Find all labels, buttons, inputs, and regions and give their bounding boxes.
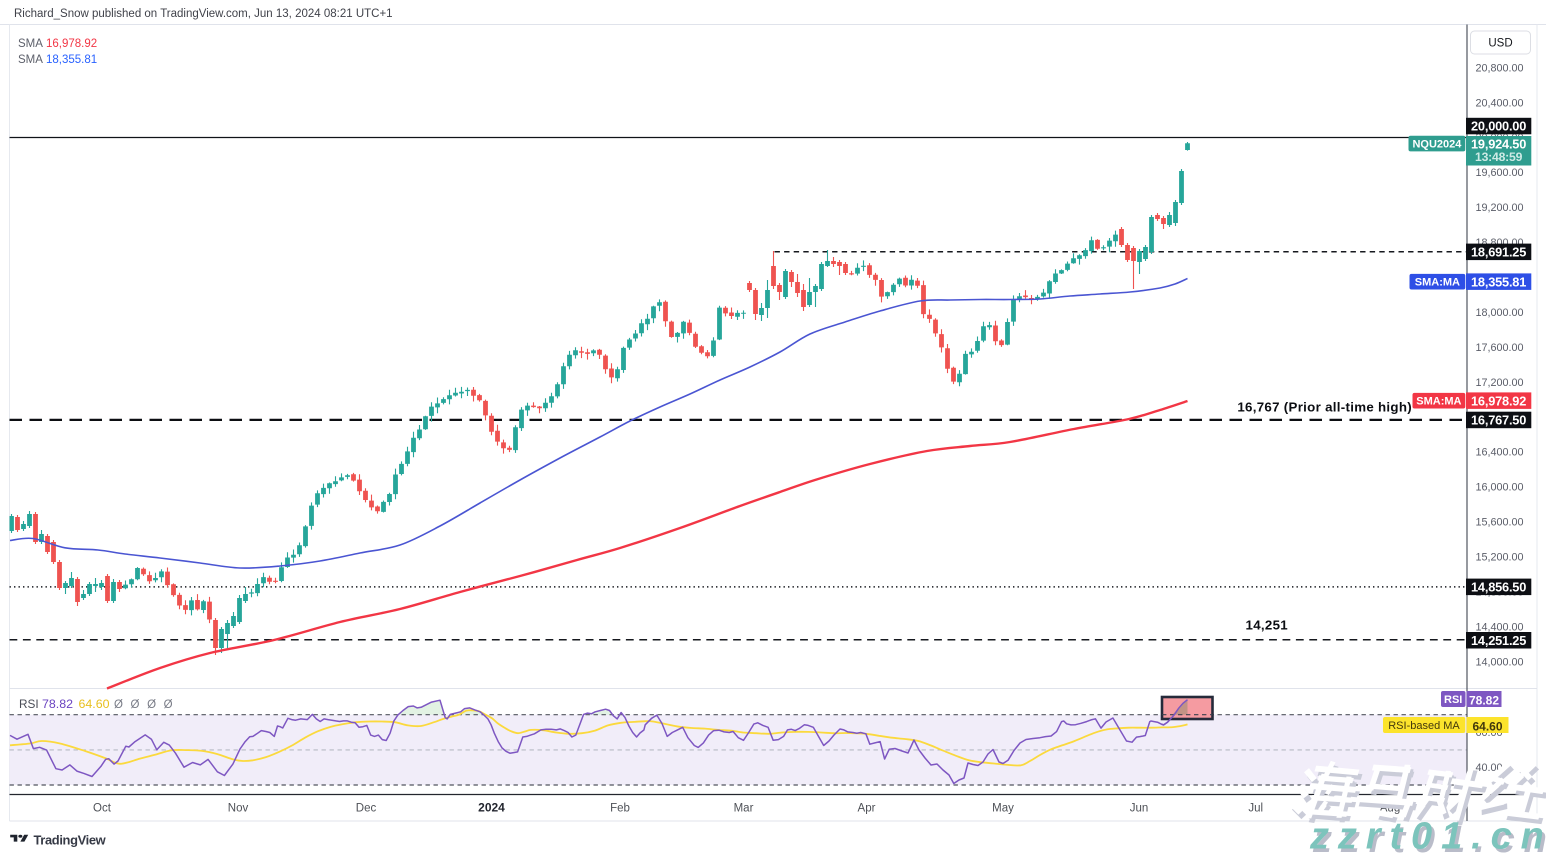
svg-text:20,000.00: 20,000.00 xyxy=(1471,119,1526,134)
svg-text:15,200.00: 15,200.00 xyxy=(1476,552,1524,564)
svg-text:18,691.25: 18,691.25 xyxy=(1471,245,1526,260)
svg-text:zzrt01.cn: zzrt01.cn xyxy=(1312,819,1546,857)
svg-text:RSI: RSI xyxy=(19,697,39,711)
svg-text:Feb: Feb xyxy=(610,803,630,815)
svg-text:19,924.50: 19,924.50 xyxy=(1471,136,1526,151)
svg-text:SMA:MA: SMA:MA xyxy=(1415,277,1460,289)
svg-text:14,251.25: 14,251.25 xyxy=(1471,633,1526,648)
svg-text:78.82: 78.82 xyxy=(42,697,73,711)
svg-text:14,400.00: 14,400.00 xyxy=(1476,622,1524,634)
svg-text:18,000.00: 18,000.00 xyxy=(1476,307,1524,319)
svg-text:USD: USD xyxy=(1488,38,1512,50)
svg-text:2024: 2024 xyxy=(478,801,505,815)
svg-text:zzrt01.cn: zzrt01.cn xyxy=(1309,816,1546,857)
svg-text:Nov: Nov xyxy=(228,803,249,815)
svg-text:Richard_Snow published on Trad: Richard_Snow published on TradingView.co… xyxy=(14,8,393,20)
svg-text:Ø Ø Ø Ø: Ø Ø Ø Ø xyxy=(114,699,175,711)
svg-text:May: May xyxy=(992,803,1014,815)
svg-text:RSI: RSI xyxy=(1444,694,1462,706)
svg-text:Jun: Jun xyxy=(1130,803,1149,815)
svg-text:SMA: SMA xyxy=(18,54,43,66)
svg-text:Oct: Oct xyxy=(93,803,112,815)
svg-text:Mar: Mar xyxy=(734,803,754,815)
svg-text:SMA:MA: SMA:MA xyxy=(1416,396,1461,408)
svg-text:17,600.00: 17,600.00 xyxy=(1476,342,1524,354)
svg-text:15,600.00: 15,600.00 xyxy=(1476,517,1524,529)
svg-text:16,978.92: 16,978.92 xyxy=(1471,393,1526,408)
svg-text:16,767.50: 16,767.50 xyxy=(1471,413,1526,428)
svg-text:14,856.50: 14,856.50 xyxy=(1471,580,1526,595)
svg-text:16,767 (Prior all-time high): 16,767 (Prior all-time high) xyxy=(1237,400,1412,415)
svg-text:16,000.00: 16,000.00 xyxy=(1476,482,1524,494)
svg-text:18,355.81: 18,355.81 xyxy=(46,54,97,66)
svg-text:Jul: Jul xyxy=(1248,803,1263,815)
svg-text:19,600.00: 19,600.00 xyxy=(1476,167,1524,179)
svg-text:13:48:59: 13:48:59 xyxy=(1475,150,1523,164)
svg-text:SMA: SMA xyxy=(18,38,43,50)
svg-text:40.00: 40.00 xyxy=(1476,762,1503,774)
svg-text:NQU2024: NQU2024 xyxy=(1412,139,1462,151)
svg-text:20,400.00: 20,400.00 xyxy=(1476,97,1524,109)
svg-text:Dec: Dec xyxy=(356,803,377,815)
svg-text:16,400.00: 16,400.00 xyxy=(1476,447,1524,459)
svg-text:18,355.81: 18,355.81 xyxy=(1471,274,1526,289)
svg-text:64.60: 64.60 xyxy=(1472,720,1502,734)
svg-text:20,800.00: 20,800.00 xyxy=(1476,62,1524,74)
svg-text:14,000.00: 14,000.00 xyxy=(1476,656,1524,668)
svg-text:16,978.92: 16,978.92 xyxy=(46,38,97,50)
svg-text:TradingView: TradingView xyxy=(34,832,107,847)
svg-text:14,251: 14,251 xyxy=(1246,618,1289,633)
svg-text:64.60: 64.60 xyxy=(79,697,110,711)
svg-text:17,200.00: 17,200.00 xyxy=(1476,377,1524,389)
svg-text:78.82: 78.82 xyxy=(1469,694,1499,708)
svg-text:RSI-based MA: RSI-based MA xyxy=(1388,720,1460,732)
svg-text:19,200.00: 19,200.00 xyxy=(1476,202,1524,214)
svg-text:Apr: Apr xyxy=(858,803,876,815)
